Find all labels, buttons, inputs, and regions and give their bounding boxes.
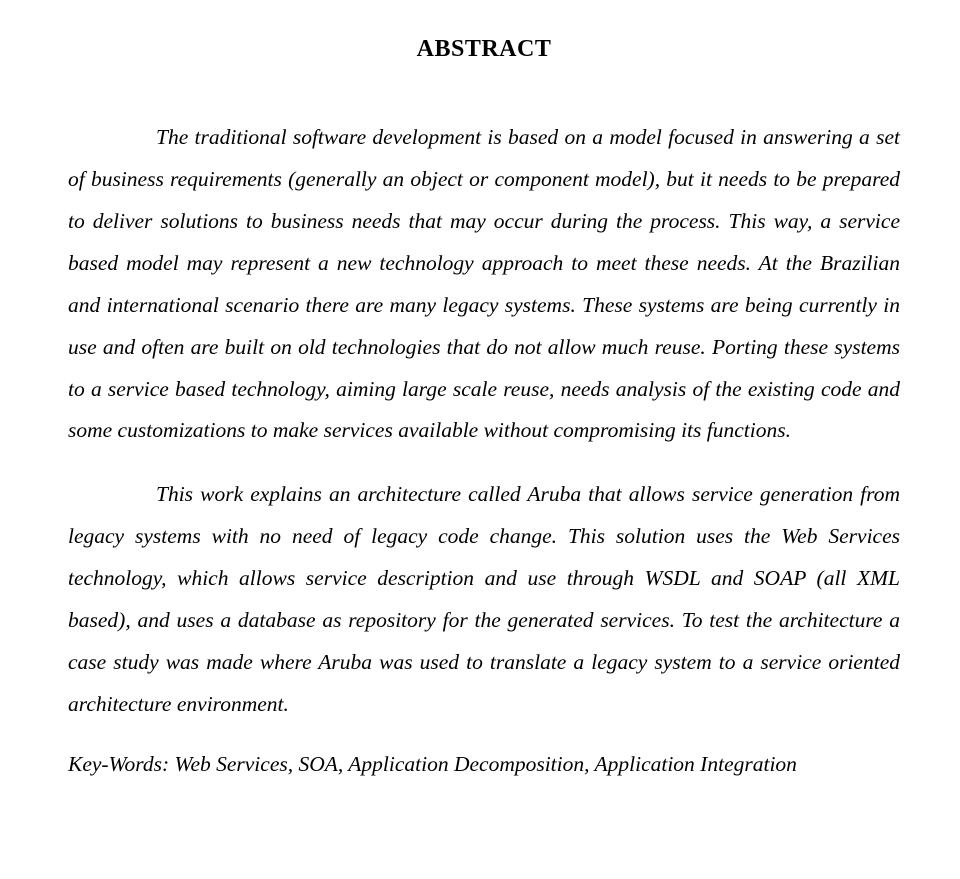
- abstract-title: ABSTRACT: [68, 36, 900, 63]
- abstract-paragraph-1: The traditional software development is …: [68, 117, 900, 452]
- keywords-line: Key-Words: Web Services, SOA, Applicatio…: [68, 752, 900, 777]
- abstract-page: ABSTRACT The traditional software develo…: [0, 0, 960, 879]
- keywords-value: : Web Services, SOA, Application Decompo…: [162, 752, 797, 776]
- keywords-label: Key-Words: [68, 752, 162, 776]
- abstract-paragraph-2: This work explains an architecture calle…: [68, 474, 900, 726]
